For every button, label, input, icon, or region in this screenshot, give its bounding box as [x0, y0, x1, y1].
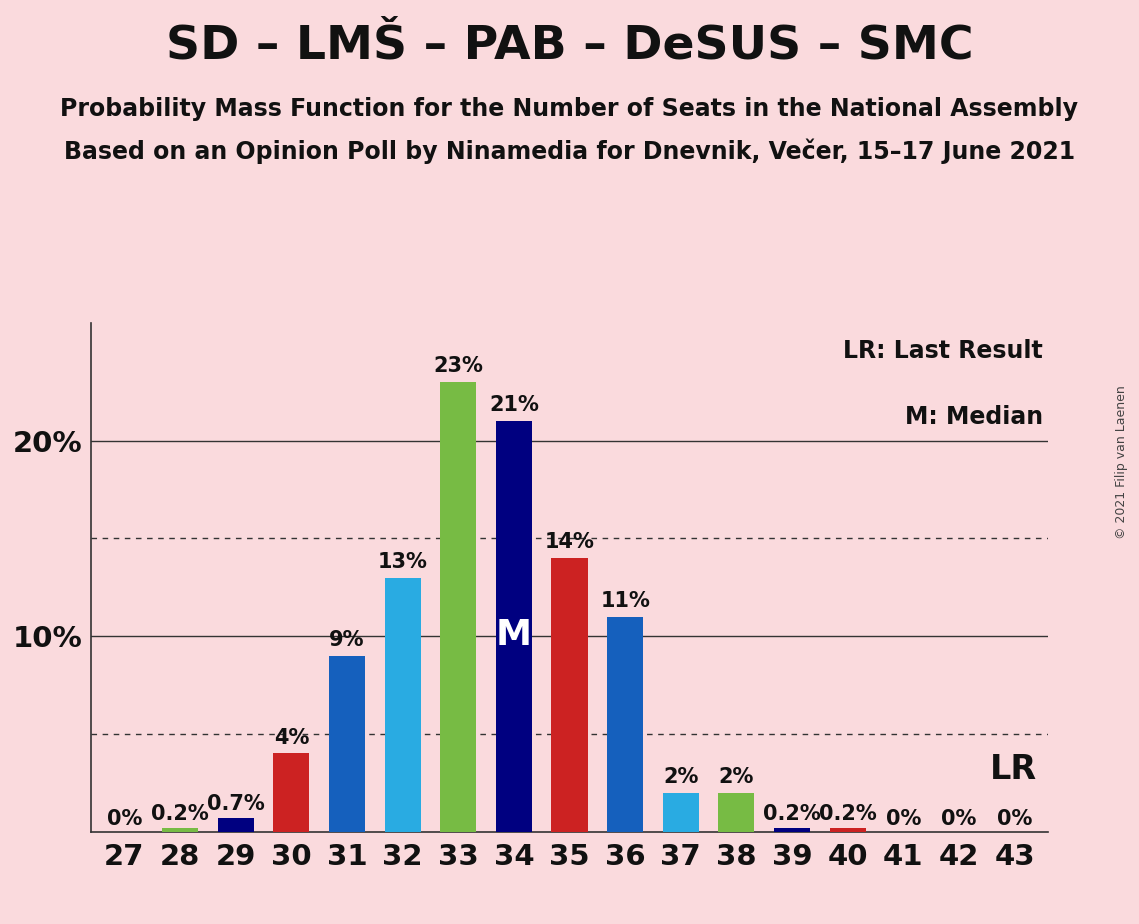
Bar: [829, 828, 866, 832]
Text: LR: Last Result: LR: Last Result: [843, 338, 1043, 362]
Text: SD – LMŠ – PAB – DeSUS – SMC: SD – LMŠ – PAB – DeSUS – SMC: [165, 23, 974, 68]
Text: 4%: 4%: [273, 727, 309, 748]
Bar: [719, 793, 754, 832]
Text: 21%: 21%: [489, 395, 539, 415]
Bar: [495, 421, 532, 832]
Text: 0.7%: 0.7%: [207, 794, 264, 814]
Text: 9%: 9%: [329, 630, 364, 650]
Text: 23%: 23%: [433, 356, 483, 376]
Bar: [162, 828, 198, 832]
Bar: [551, 558, 588, 832]
Bar: [773, 828, 810, 832]
Text: 0.2%: 0.2%: [819, 804, 877, 824]
Text: M: Median: M: Median: [906, 405, 1043, 429]
Text: 2%: 2%: [719, 767, 754, 786]
Bar: [273, 753, 310, 832]
Text: Based on an Opinion Poll by Ninamedia for Dnevnik, Večer, 15–17 June 2021: Based on an Opinion Poll by Ninamedia fo…: [64, 139, 1075, 164]
Bar: [440, 382, 476, 832]
Text: 0%: 0%: [941, 809, 976, 829]
Bar: [218, 818, 254, 832]
Bar: [385, 578, 420, 832]
Text: 11%: 11%: [600, 590, 650, 611]
Text: 13%: 13%: [378, 552, 427, 572]
Text: 0%: 0%: [107, 809, 142, 829]
Text: 2%: 2%: [663, 767, 698, 786]
Text: M: M: [495, 617, 532, 651]
Text: Probability Mass Function for the Number of Seats in the National Assembly: Probability Mass Function for the Number…: [60, 97, 1079, 121]
Text: 0.2%: 0.2%: [763, 804, 821, 824]
Text: LR: LR: [990, 752, 1036, 785]
Text: 0%: 0%: [997, 809, 1032, 829]
Text: © 2021 Filip van Laenen: © 2021 Filip van Laenen: [1115, 385, 1129, 539]
Bar: [607, 616, 644, 832]
Text: 14%: 14%: [544, 532, 595, 552]
Bar: [663, 793, 699, 832]
Bar: [329, 656, 366, 832]
Text: 0%: 0%: [885, 809, 921, 829]
Text: 0.2%: 0.2%: [151, 804, 208, 824]
